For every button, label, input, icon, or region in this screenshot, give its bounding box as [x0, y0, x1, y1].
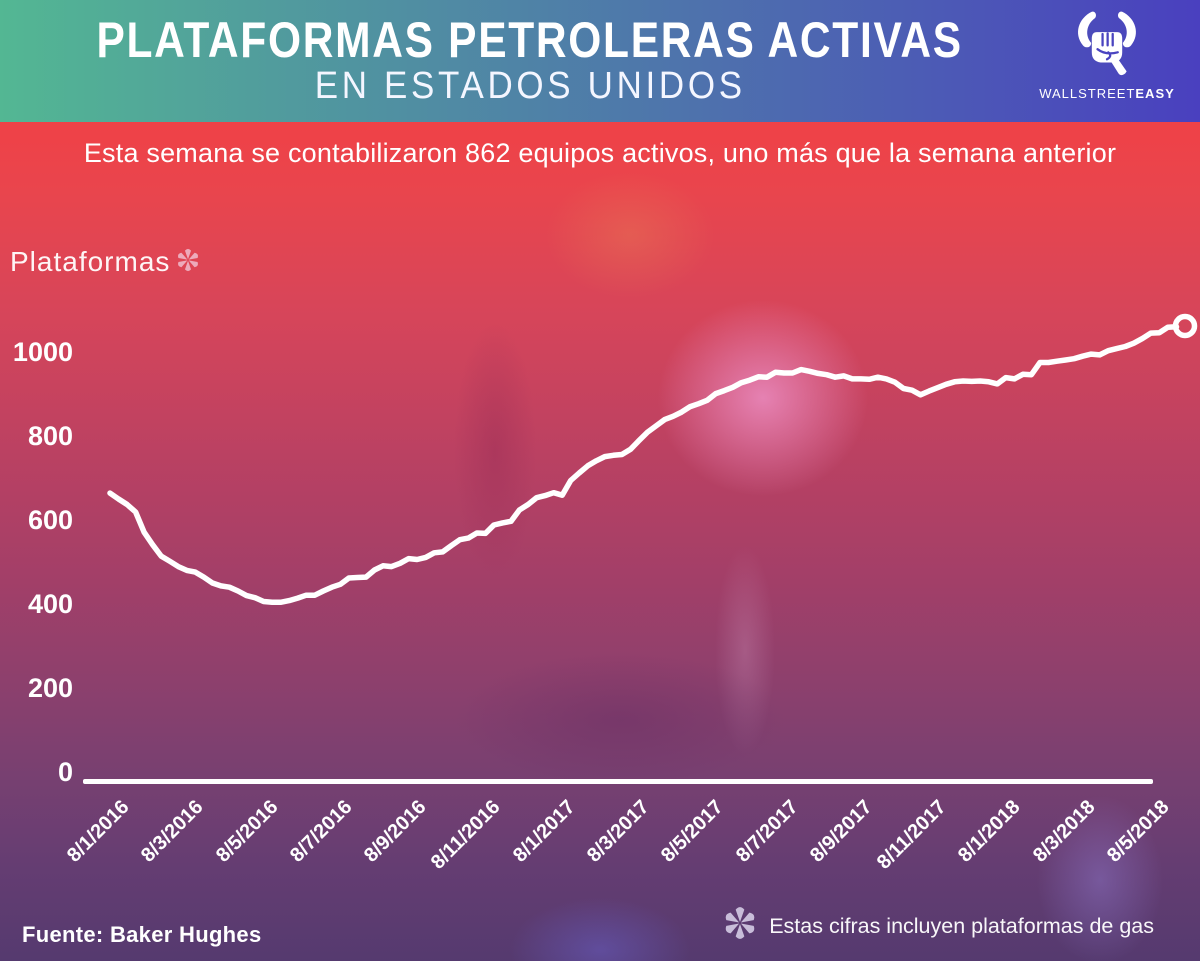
bull-horns-fist-icon [1078, 11, 1136, 76]
source-credit: Fuente: Baker Hughes [22, 922, 262, 947]
y-axis-caption: Plataformas [10, 246, 202, 281]
y-tick-label: 0 [57, 757, 73, 787]
brand-name: WALLSTREETEASY [1039, 86, 1175, 101]
brand-logo: WALLSTREETEASY [1032, 8, 1182, 116]
page-subtitle: EN ESTADOS UNIDOS [314, 65, 746, 108]
line-end-marker [1172, 313, 1198, 339]
asterisk-icon [720, 903, 760, 949]
x-axis-line [83, 779, 1153, 784]
y-tick-label: 1000 [12, 337, 73, 367]
brand-name-regular: WALLSTREET [1039, 86, 1136, 101]
y-tick-label: 400 [27, 589, 73, 619]
page-title: PLATAFORMAS PETROLERAS ACTIVAS [96, 11, 964, 68]
summary-banner: Esta semana se contabilizaron 862 equipo… [83, 138, 1117, 168]
y-tick-label: 800 [27, 421, 73, 451]
title-block: PLATAFORMAS PETROLERAS ACTIVAS EN ESTADO… [0, 0, 1060, 122]
y-tick-label: 200 [27, 673, 73, 703]
header-band: PLATAFORMAS PETROLERAS ACTIVAS EN ESTADO… [0, 0, 1200, 122]
y-tick-label: 600 [27, 505, 73, 535]
footnote-text: Estas cifras incluyen plataformas de gas [769, 913, 1154, 938]
brand-name-bold: EASY [1135, 86, 1175, 101]
footnote: Estas cifras incluyen plataformas de gas [720, 903, 1154, 949]
y-axis-caption-text: Plataformas [10, 246, 171, 277]
rig-count-line [107, 324, 1180, 606]
